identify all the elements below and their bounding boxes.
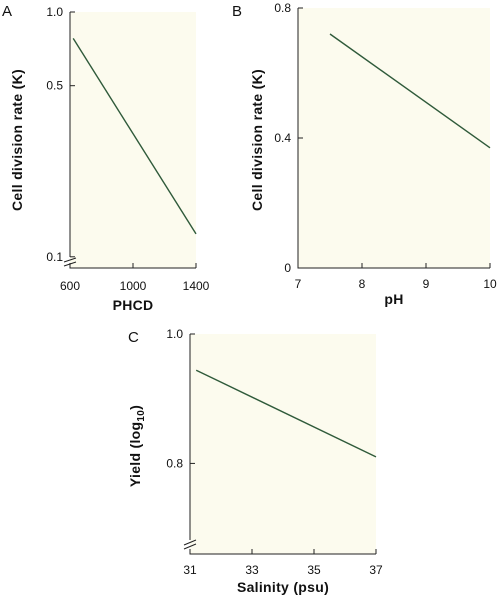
y-tick-label: 0.8 (274, 1, 291, 15)
panel-b-plot: 0 0.4 0.8 7 8 9 10 (274, 1, 497, 291)
panel-b-axes (297, 8, 490, 269)
y-tick-label: 0.5 (46, 79, 63, 93)
series-line (329, 33, 491, 149)
x-tick-label: 600 (60, 279, 80, 293)
x-tick-label: 9 (423, 277, 430, 291)
panel-c-plot: 0.8 1.0 31 33 35 37 (166, 327, 383, 577)
panel-b-x-label: pH (384, 291, 403, 307)
x-tick-label: 35 (307, 563, 321, 577)
panel-c-x-label: Salinity (psu) (237, 579, 329, 595)
x-tick-label: 33 (245, 563, 259, 577)
y-tick-label: 0.1 (46, 250, 63, 264)
y-tick-label: 1.0 (46, 5, 63, 19)
x-tick-label: 31 (183, 563, 197, 577)
panel-a: A 0.1 0.5 1.0 600 1000 1400 Cell division rat… (2, 3, 210, 313)
x-tick-label: 1400 (183, 279, 210, 293)
panel-c-axis-break (183, 539, 197, 550)
x-tick-label: 10 (483, 277, 497, 291)
panel-a-x-axis (69, 265, 196, 269)
panel-c-y-label-close: ) (127, 405, 143, 410)
y-tick-label: 0.8 (166, 456, 183, 470)
x-tick-label: 8 (359, 277, 366, 291)
panel-c-background (190, 334, 376, 554)
y-tick-label: 0 (284, 261, 291, 275)
panel-c-y-label-subscript: 10 (136, 410, 147, 422)
y-tick-label: 0.4 (274, 131, 291, 145)
panel-b-background (298, 8, 490, 268)
panel-c-x-axis (189, 549, 376, 555)
panel-b-y-label: Cell division rate (K) (249, 69, 265, 211)
panel-c: C 0.8 1.0 31 33 35 37 Yield (log10) Salinity … (127, 327, 383, 595)
x-tick-label: 7 (295, 277, 302, 291)
panel-b-letter: B (232, 3, 242, 20)
panel-a-plot: 0.1 0.5 1.0 600 1000 1400 (46, 5, 209, 293)
y-tick-label: 1.0 (166, 327, 183, 341)
panel-b: B 0 0.4 0.8 7 8 9 10 Cell division rate (K) pH (232, 1, 497, 307)
panel-c-letter: C (128, 329, 139, 346)
panel-a-letter: A (2, 3, 12, 20)
panel-a-y-label: Cell division rate (K) (9, 69, 25, 211)
x-tick-label: 37 (369, 563, 383, 577)
panel-a-axis-break (63, 257, 77, 267)
series-line (72, 38, 197, 235)
panel-c-y-label-main: Yield (log (127, 422, 143, 487)
panel-a-background (70, 12, 196, 268)
panel-c-y-label: Yield (log10) (127, 405, 147, 487)
x-tick-label: 1000 (120, 279, 147, 293)
panel-a-x-label: PHCD (113, 297, 154, 313)
series-line (195, 369, 377, 458)
